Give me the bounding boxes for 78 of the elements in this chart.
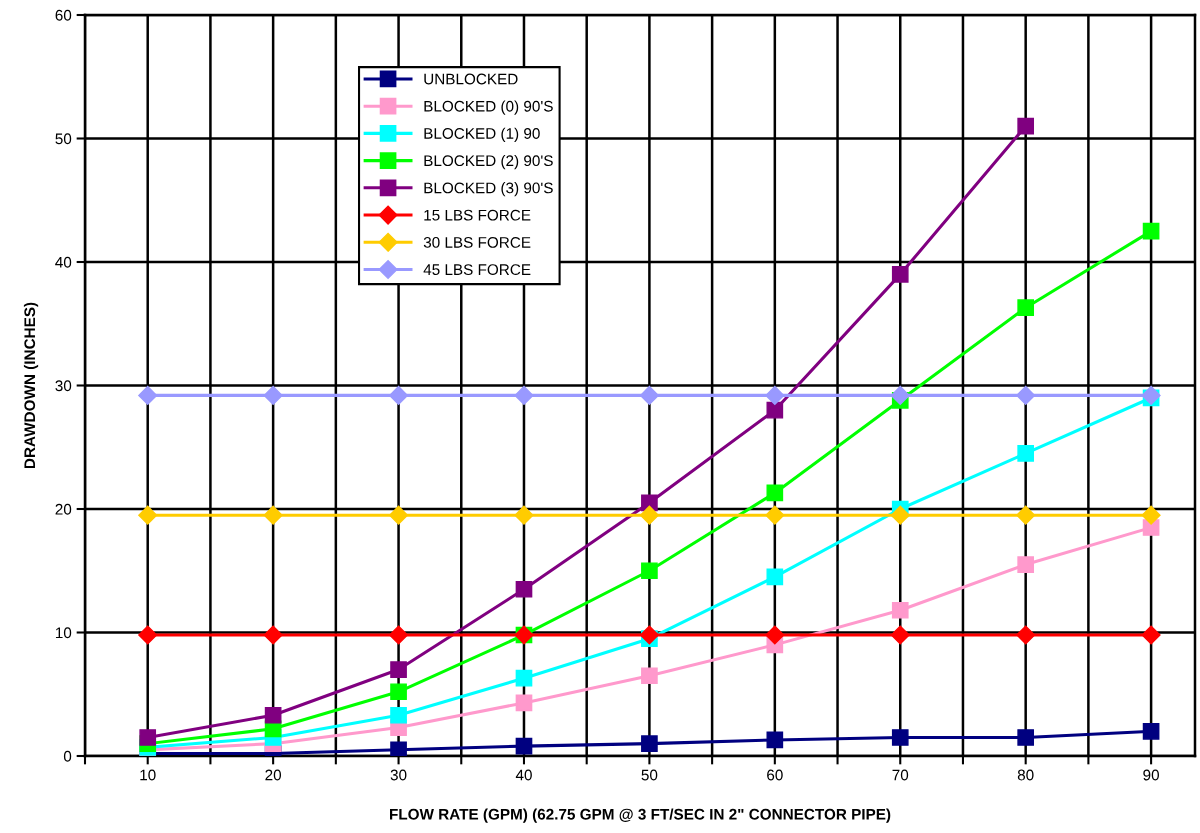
point	[138, 625, 158, 645]
point	[389, 385, 409, 405]
y-tick-label: 0	[63, 750, 72, 762]
point	[515, 737, 533, 755]
point	[766, 484, 784, 502]
point	[1017, 556, 1035, 573]
point	[515, 669, 533, 687]
point	[891, 601, 909, 619]
point	[1141, 625, 1161, 645]
point	[390, 741, 407, 756]
point	[390, 683, 407, 701]
x-tick-label: 50	[641, 769, 658, 781]
y-tick-label: 20	[55, 503, 72, 515]
x-tick-label: 60	[767, 769, 783, 781]
legend-label: BLOCKED (3) 90'S	[424, 182, 553, 197]
point	[765, 625, 785, 645]
point	[891, 729, 909, 746]
point	[766, 401, 784, 419]
legend-label: BLOCKED (0) 90'S	[424, 100, 553, 115]
point	[1017, 299, 1035, 317]
y-tick-label: 40	[55, 256, 72, 268]
point	[765, 385, 785, 405]
point	[890, 505, 910, 525]
point	[890, 625, 910, 645]
point	[514, 385, 534, 405]
point	[1141, 505, 1161, 525]
x-tick-label: 70	[892, 769, 909, 781]
point	[390, 661, 407, 678]
y-tick-label: 10	[55, 627, 72, 639]
point	[263, 625, 283, 645]
x-tick-label: 40	[515, 769, 532, 781]
x-tick-label: 30	[390, 769, 407, 781]
y-tick-label: 50	[55, 133, 72, 145]
x-tick-label: 80	[1017, 769, 1034, 781]
point	[641, 562, 658, 580]
point	[1016, 625, 1036, 645]
point	[389, 625, 409, 645]
point	[1016, 385, 1036, 405]
legend-label: 15 LBS FORCE	[424, 209, 531, 221]
point	[641, 667, 658, 685]
point	[263, 385, 283, 405]
point	[263, 505, 283, 525]
legend-label: 45 LBS FORCE	[423, 264, 531, 276]
point	[766, 731, 784, 749]
point	[1017, 445, 1035, 462]
point	[641, 735, 658, 752]
point	[765, 505, 785, 525]
point	[138, 505, 158, 525]
point	[515, 580, 533, 598]
point	[514, 505, 534, 525]
point	[515, 694, 533, 712]
point	[890, 385, 910, 405]
y-axis-title: DRAWDOWN (INCHES)	[23, 302, 39, 469]
x-tick-label: 20	[265, 769, 282, 781]
point	[639, 505, 659, 525]
point	[1017, 117, 1035, 135]
legend-label: BLOCKED (2) 90'S	[424, 154, 553, 170]
point	[639, 625, 659, 645]
point	[891, 266, 909, 283]
x-tick-label: 10	[140, 769, 156, 781]
point	[766, 568, 784, 586]
point	[139, 729, 157, 746]
y-tick-label: 60	[55, 9, 72, 21]
point	[1142, 222, 1160, 240]
legend-label: BLOCKED (1) 90	[424, 127, 540, 142]
x-axis-title: FLOW RATE (GPM) (62.75 GPM @ 3 FT/SEC IN 2" CONNECTOR PIPE)	[390, 808, 891, 823]
point	[389, 505, 409, 525]
point	[264, 706, 282, 724]
x-tick-label: 90	[1143, 769, 1159, 781]
legend-label: 30 LBS FORCE	[423, 236, 531, 248]
point	[138, 385, 158, 405]
point	[390, 706, 407, 724]
point	[1016, 505, 1036, 525]
y-tick-label: 30	[55, 380, 72, 392]
point	[1017, 729, 1035, 746]
point	[639, 385, 659, 405]
point	[1142, 722, 1160, 740]
legend-label: UNBLOCKED	[424, 73, 518, 85]
